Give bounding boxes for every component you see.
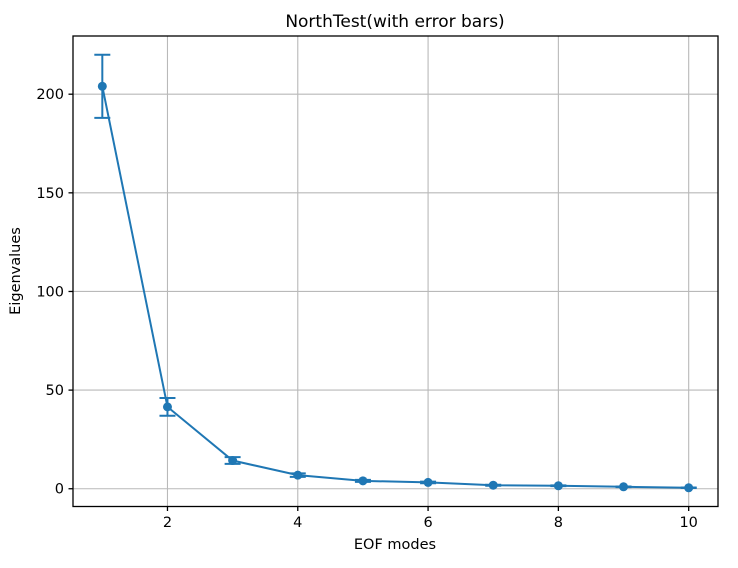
x-tick-label: 4: [293, 515, 302, 531]
x-tick-label: 10: [679, 515, 697, 531]
x-tick-label: 8: [554, 515, 563, 531]
y-axis-label: Eigenvalues: [8, 227, 24, 315]
x-tick-label: 2: [163, 515, 172, 531]
y-tick-label: 150: [36, 186, 64, 202]
chart-title: NorthTest(with error bars): [285, 12, 504, 32]
y-tick-label: 100: [36, 284, 64, 300]
y-tick-label: 200: [36, 87, 64, 103]
x-axis-label: EOF modes: [354, 537, 436, 553]
y-tick-label: 0: [55, 482, 64, 498]
y-tick-label: 50: [46, 383, 64, 399]
x-tick-label: 6: [423, 515, 432, 531]
